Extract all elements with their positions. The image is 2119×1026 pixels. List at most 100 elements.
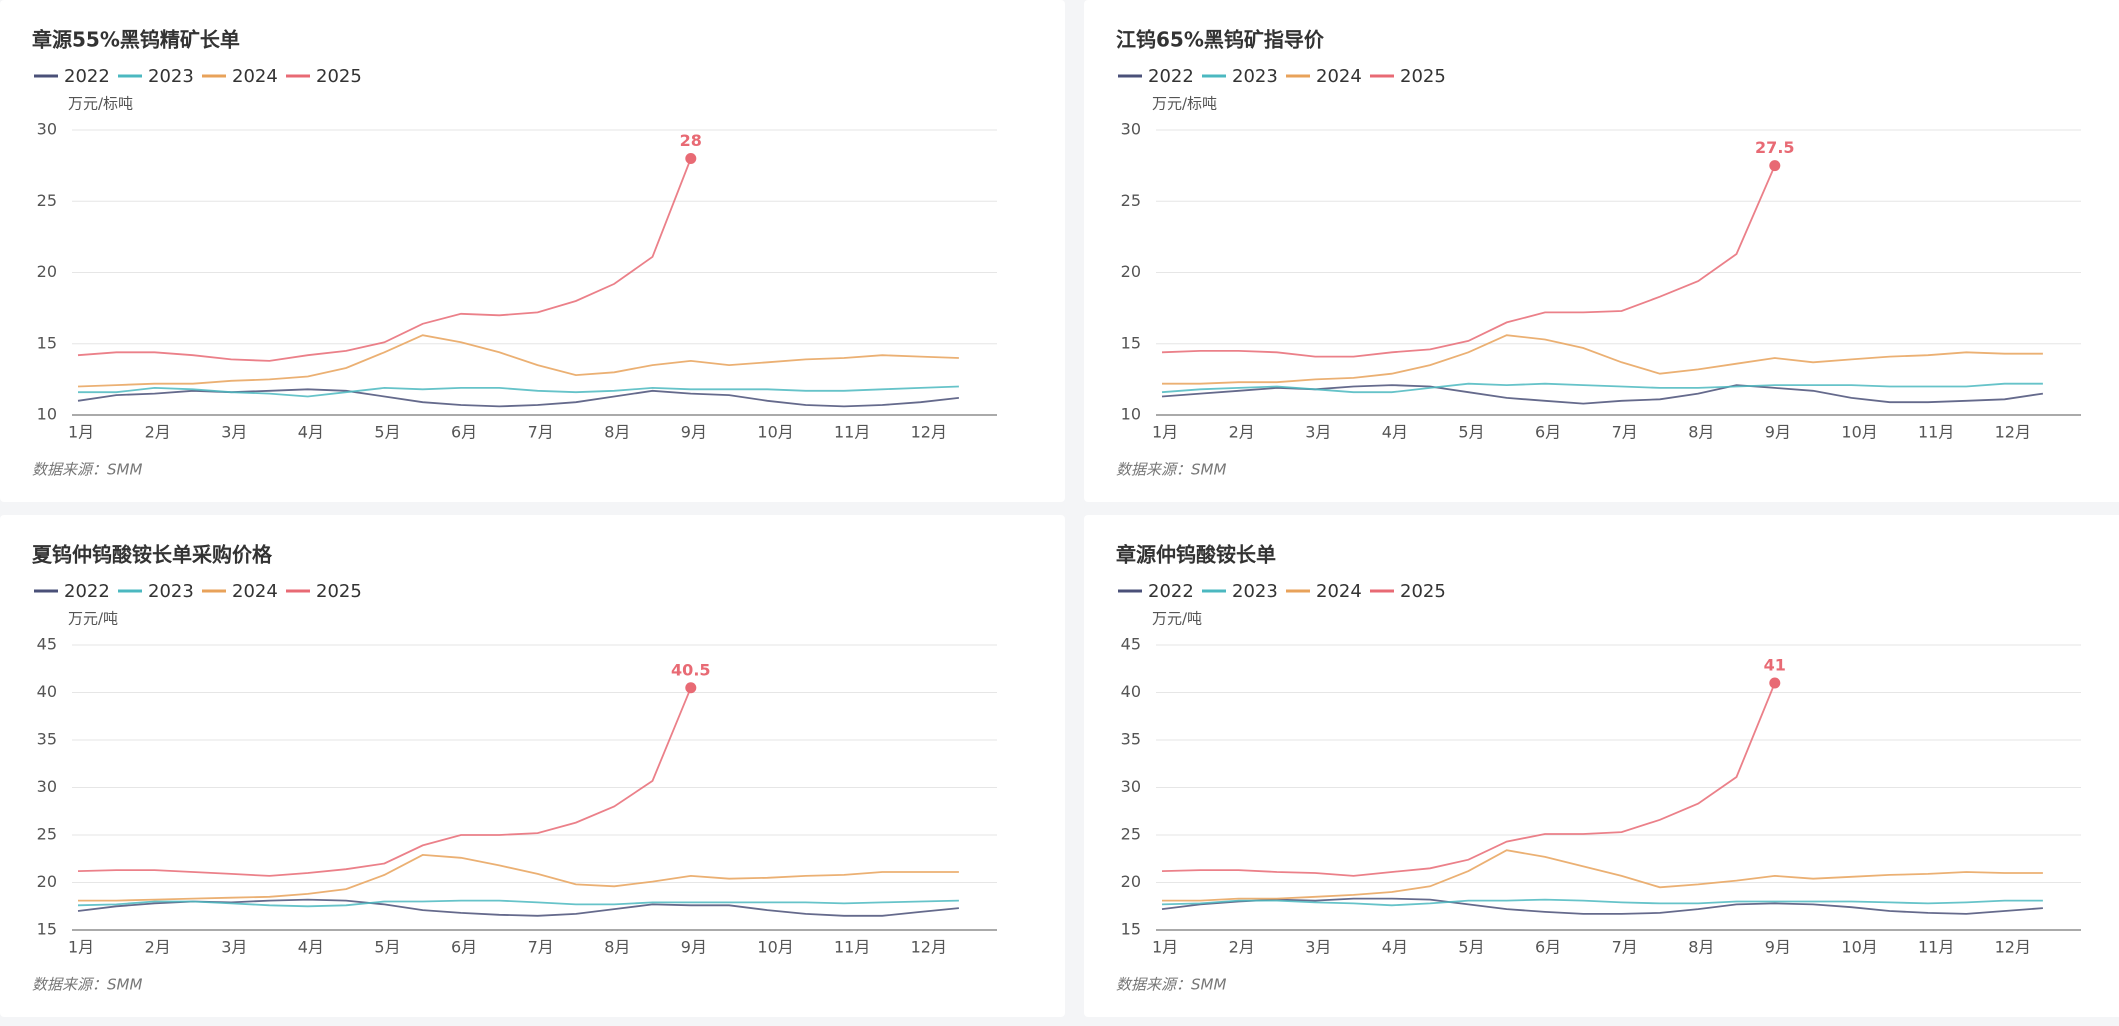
x-tick-label: 11月 [834,938,870,957]
y-axis-unit: 万元/标吨 [68,95,133,113]
x-tick-label: 3月 [1305,423,1331,442]
series-line [1162,849,2043,902]
y-tick-label: 15 [1121,920,1141,939]
y-tick-label: 30 [1121,777,1141,796]
y-tick-label: 10 [1121,405,1141,424]
legend-label: 2025 [316,66,362,87]
x-tick-label: 2月 [145,938,171,957]
legend-label: 2022 [64,66,110,87]
y-tick-label: 15 [37,920,57,939]
x-tick-label: 6月 [1535,423,1561,442]
peak-marker [1769,160,1781,172]
series-line [1161,682,1776,877]
x-tick-label: 3月 [1305,938,1331,957]
y-axis-unit: 万元/标吨 [1152,95,1217,113]
source-note: 数据来源：SMM [32,976,142,994]
x-tick-label: 3月 [221,938,247,957]
y-tick-label: 45 [37,635,57,654]
chart-panel: 章源55%黑钨精矿长单 2022 2023 2024 2025 万元/标吨 10 15 20 25… [0,0,1065,502]
y-tick-label: 30 [1121,120,1141,139]
y-tick-label: 25 [37,191,57,210]
x-tick-label: 8月 [1688,423,1714,442]
series-line [78,385,959,398]
y-tick-label: 40 [37,682,57,701]
x-tick-label: 11月 [834,423,870,442]
legend-label: 2025 [1400,581,1446,602]
x-tick-label: 1月 [1152,423,1178,442]
x-tick-label: 2月 [1229,423,1255,442]
series-line [77,687,692,877]
x-tick-label: 6月 [451,423,477,442]
peak-label: 41 [1764,656,1786,675]
x-tick-label: 4月 [1382,938,1408,957]
x-tick-label: 7月 [528,423,554,442]
x-tick-label: 8月 [604,423,630,442]
chart-title: 夏钨仲钨酸铵长单采购价格 [32,543,273,567]
y-tick-label: 45 [1121,635,1141,654]
y-tick-label: 15 [37,333,57,352]
source-note: 数据来源：SMM [1116,461,1226,479]
legend-label: 2024 [232,66,278,87]
x-tick-label: 10月 [757,423,793,442]
x-tick-label: 5月 [1458,423,1484,442]
chart-title: 章源55%黑钨精矿长单 [32,28,240,52]
series-line [1161,897,2043,915]
series-line [1162,334,2043,385]
x-tick-label: 7月 [1612,938,1638,957]
legend-label: 2024 [1316,581,1362,602]
x-tick-label: 9月 [1765,423,1791,442]
chart-title: 章源仲钨酸铵长单 [1116,543,1276,567]
y-tick-label: 10 [37,405,57,424]
y-tick-label: 35 [1121,730,1141,749]
x-tick-label: 10月 [757,938,793,957]
x-tick-label: 11月 [1918,423,1954,442]
x-tick-label: 10月 [1841,938,1877,957]
x-tick-label: 5月 [374,423,400,442]
legend-label: 2023 [148,66,194,87]
y-tick-label: 35 [37,730,57,749]
x-tick-label: 1月 [1152,938,1178,957]
series-line [1161,165,1776,358]
peak-marker [1769,677,1781,689]
y-tick-label: 20 [1121,262,1141,281]
legend-label: 2022 [64,581,110,602]
series-line [1161,898,2043,907]
x-tick-label: 12月 [911,938,947,957]
x-tick-label: 9月 [681,423,707,442]
x-tick-label: 8月 [1688,938,1714,957]
y-tick-label: 20 [37,262,57,281]
series-line [77,334,959,388]
x-tick-label: 6月 [451,938,477,957]
x-tick-label: 2月 [145,423,171,442]
series-line [78,853,959,902]
x-tick-label: 3月 [221,423,247,442]
y-tick-label: 25 [1121,825,1141,844]
y-tick-label: 30 [37,120,57,139]
x-tick-label: 10月 [1841,423,1877,442]
peak-label: 40.5 [671,660,710,679]
legend-label: 2024 [1316,66,1362,87]
peak-marker [685,682,697,694]
peak-label: 28 [680,131,702,150]
legend-label: 2025 [1400,66,1446,87]
x-tick-label: 5月 [374,938,400,957]
series-line [77,388,960,408]
x-tick-label: 7月 [1612,423,1638,442]
x-tick-label: 1月 [68,938,94,957]
x-tick-label: 2月 [1229,938,1255,957]
y-tick-label: 20 [37,872,57,891]
legend-label: 2022 [1148,66,1194,87]
y-tick-label: 15 [1121,333,1141,352]
peak-marker [685,153,697,164]
series-line [77,158,692,362]
x-tick-label: 9月 [1765,938,1791,957]
legend-label: 2022 [1148,581,1194,602]
chart-panel: 章源仲钨酸铵长单 2022 2023 2024 2025 万元/吨 15 20 25 30 35 40… [1084,515,2119,1017]
x-tick-label: 11月 [1918,938,1954,957]
x-tick-label: 12月 [1995,938,2031,957]
y-tick-label: 20 [1121,872,1141,891]
